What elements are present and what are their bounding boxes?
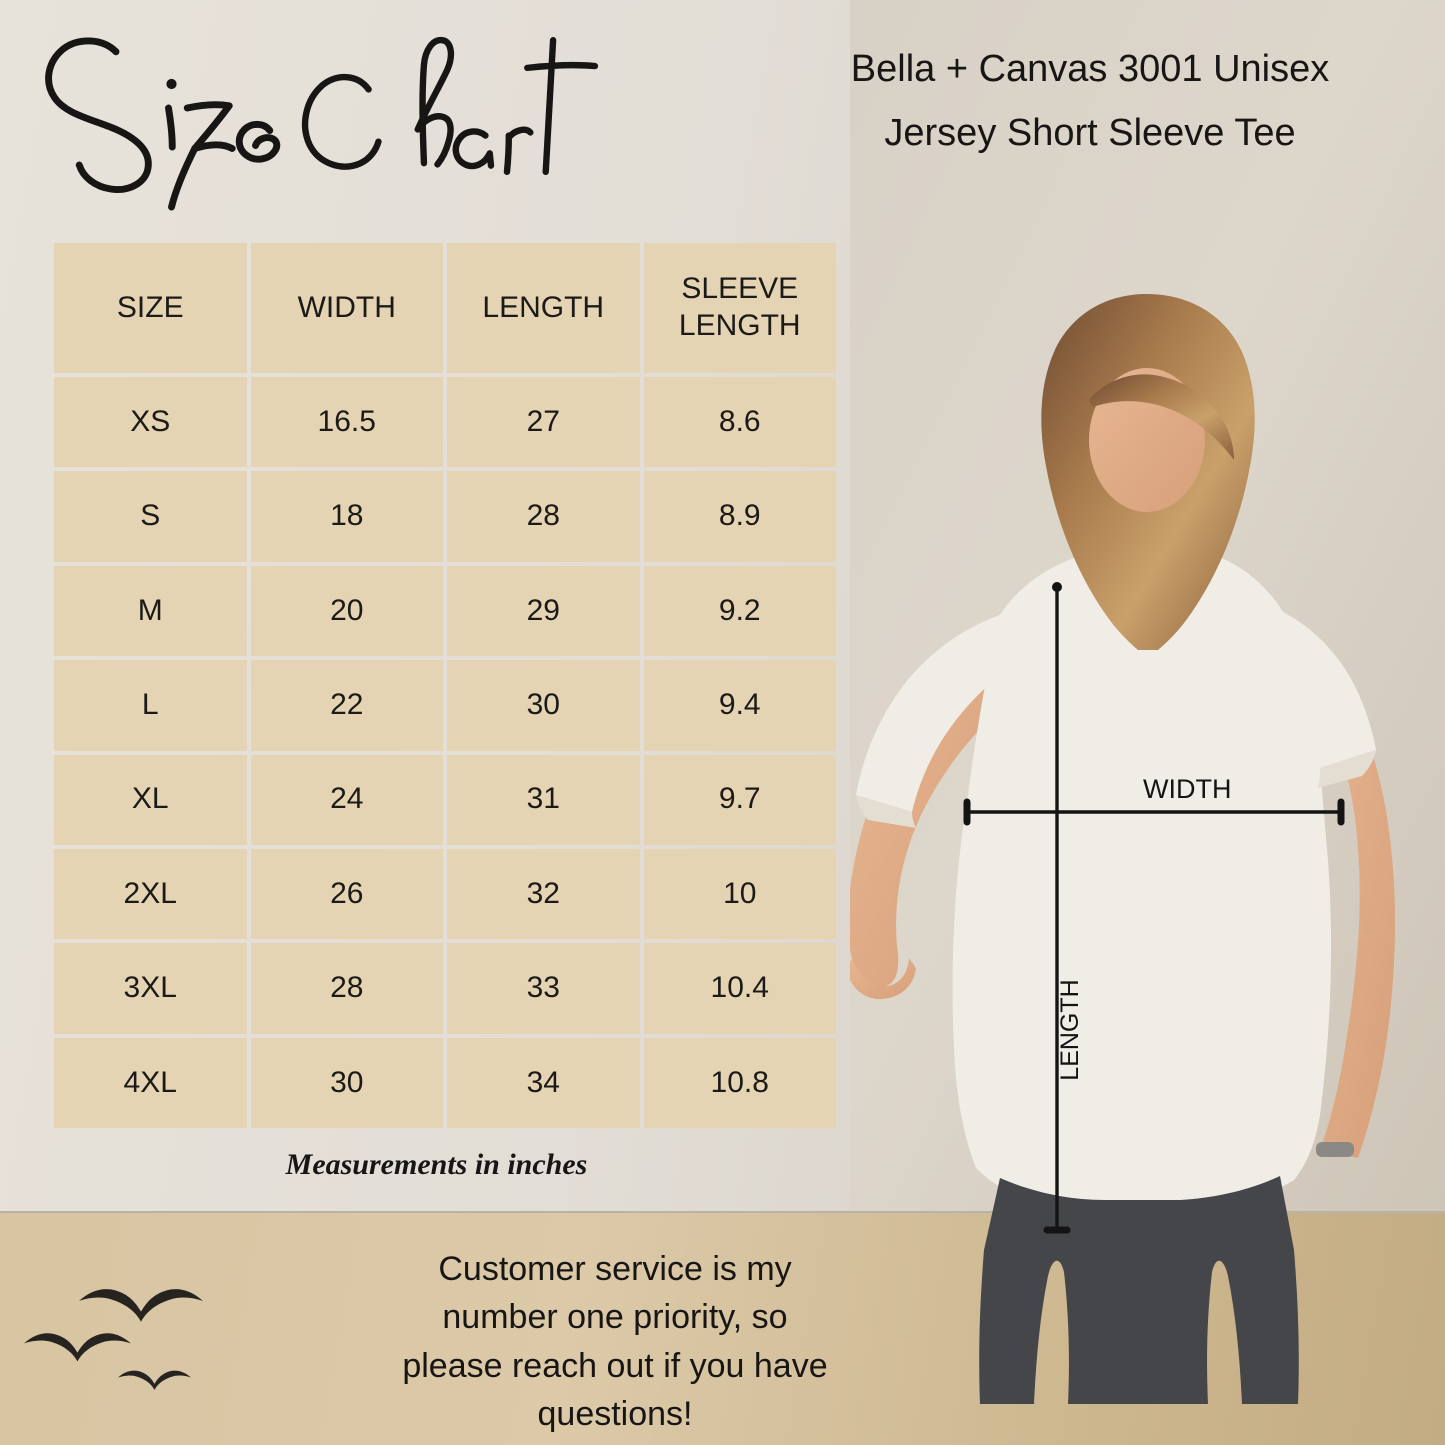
svg-text:LENGTH: LENGTH xyxy=(1056,979,1084,1080)
svg-text:WIDTH: WIDTH xyxy=(1143,774,1231,804)
